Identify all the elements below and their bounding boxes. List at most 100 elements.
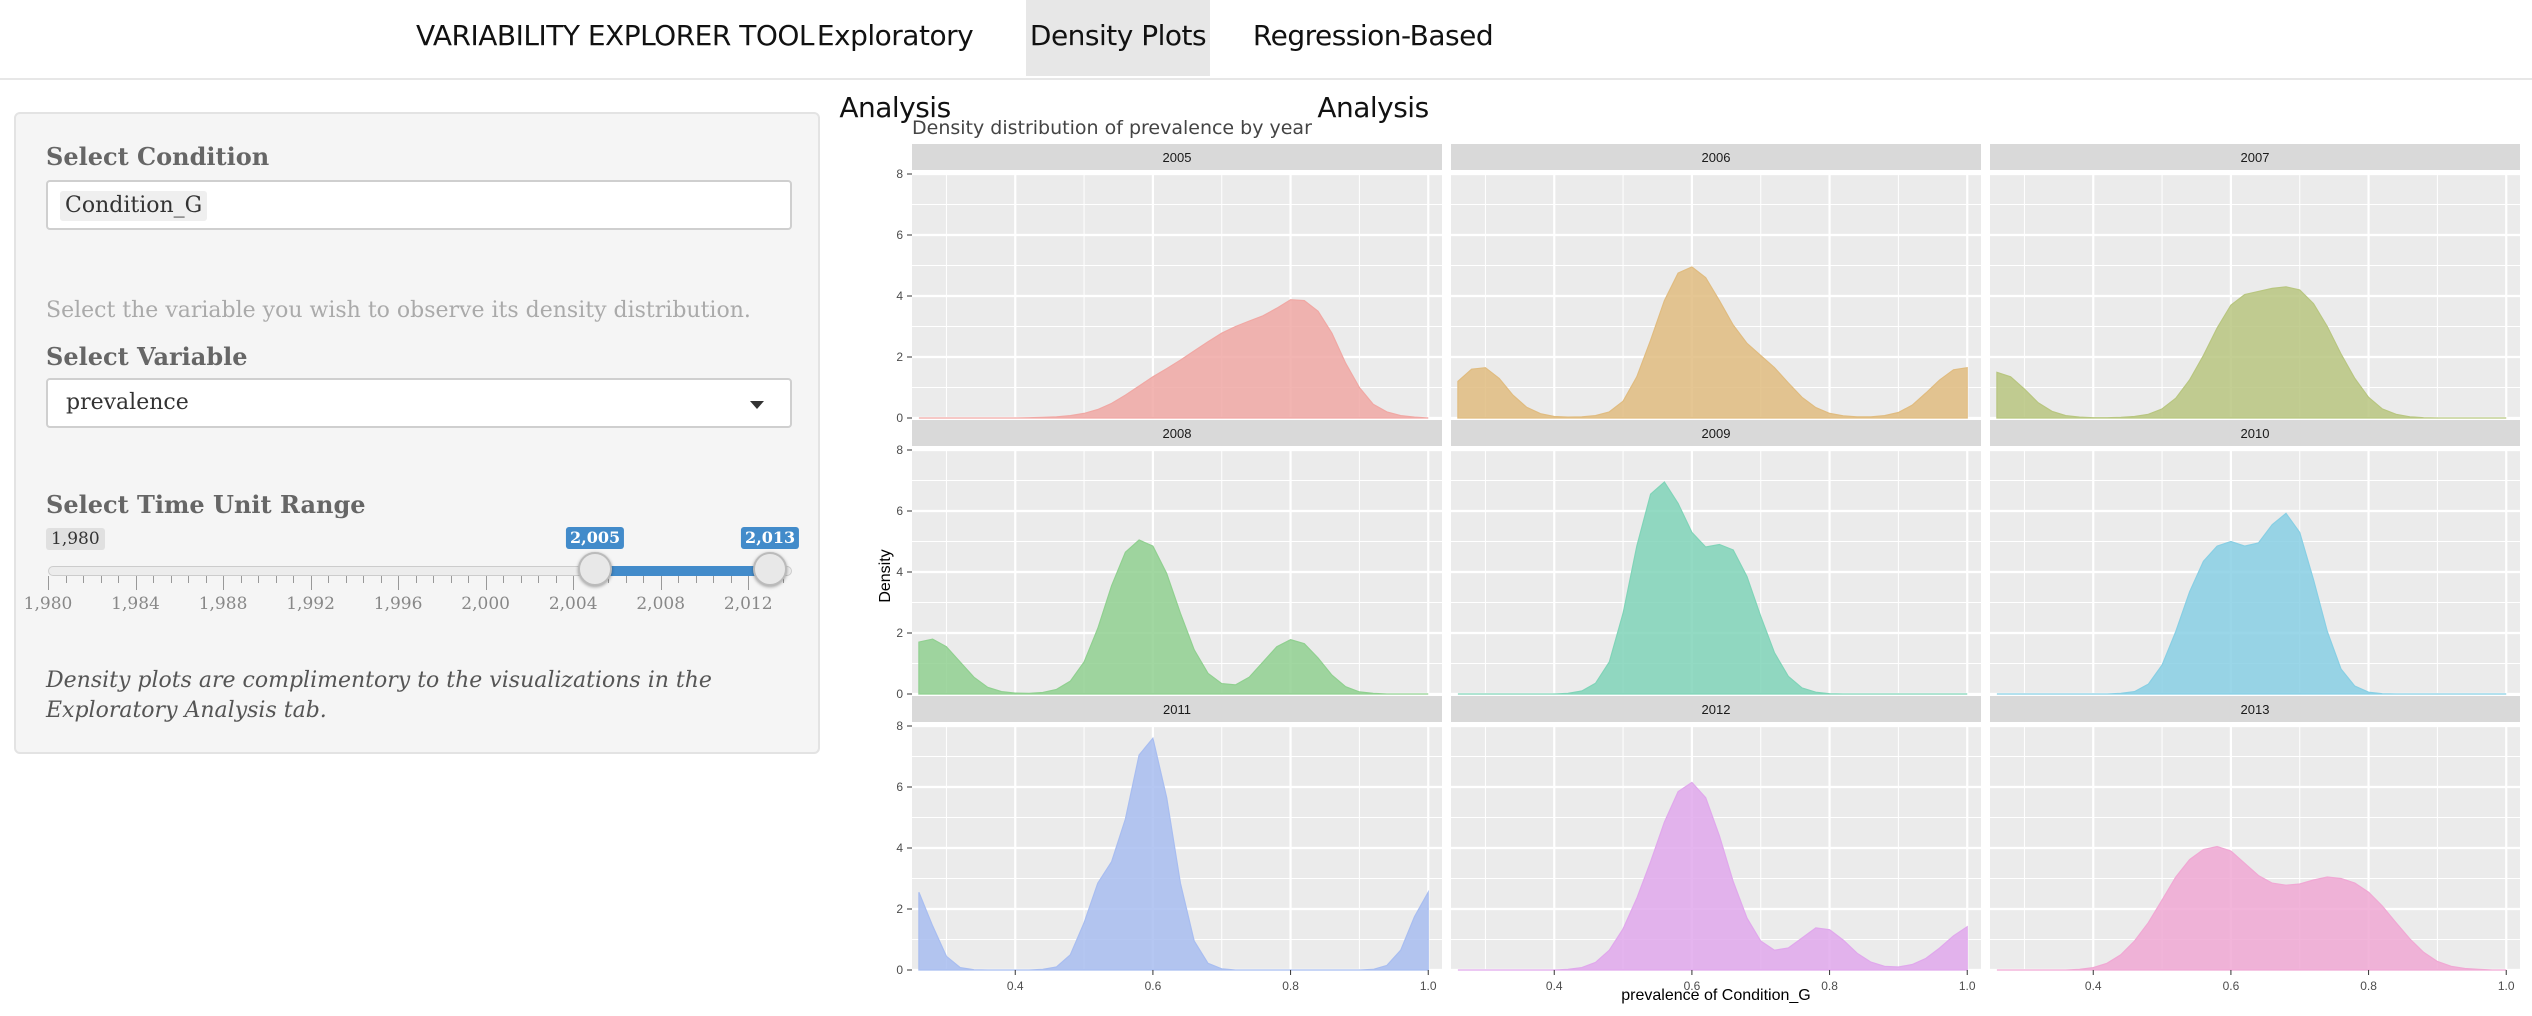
- chart-y-axis-label: Density: [877, 549, 894, 602]
- slider-tick: [748, 576, 750, 590]
- slider-tick: [608, 576, 610, 583]
- x-tick-label: 0.8: [2360, 979, 2377, 993]
- facet-strip: [1451, 420, 1981, 446]
- facet-strip-label: 2006: [1702, 150, 1731, 165]
- facet-panel-2007: 2007: [1990, 144, 2520, 420]
- facet-panel-2013: 2013 0.4 0.6 0.8 1.0: [1990, 696, 2520, 993]
- facet-panel-2006: 2006: [1451, 144, 1981, 420]
- density-area-2012: [1457, 781, 1968, 971]
- slider-tick: [433, 576, 435, 583]
- density-area-2013: [1996, 845, 2507, 971]
- slider-track[interactable]: [48, 566, 792, 576]
- x-tick-label: 0.4: [1007, 979, 1024, 993]
- x-tick-label: 0.4: [1546, 979, 1563, 993]
- slider-tick: [205, 576, 207, 583]
- facet-strip-label: 2007: [2241, 150, 2270, 165]
- slider-tick: [293, 576, 295, 583]
- facet-strip-label: 2005: [1163, 150, 1192, 165]
- x-tick-label: 0.6: [1145, 979, 1162, 993]
- tab-regression-based-analysis[interactable]: Regression-Based Analysis: [1252, 19, 1494, 124]
- y-tick-label: 8: [896, 719, 903, 733]
- facet-strip: [1990, 420, 2520, 446]
- x-tick-label: 0.8: [1282, 979, 1299, 993]
- x-tick-label: 0.4: [2085, 979, 2102, 993]
- tab-exploratory-analysis[interactable]: Exploratory Analysis: [816, 19, 974, 124]
- facet-strip: [1990, 144, 2520, 170]
- facet-strip: [1990, 696, 2520, 722]
- variable-help-text: Select the variable you wish to observe …: [46, 298, 751, 323]
- slider-tick: [100, 576, 102, 583]
- chart-title: Density distribution of prevalence by ye…: [912, 117, 1312, 139]
- slider-tick: [450, 576, 452, 583]
- slider-tick: [310, 576, 312, 590]
- slider-tick: [328, 576, 330, 583]
- y-tick-label: 0: [896, 687, 903, 701]
- y-tick-label: 2: [896, 626, 903, 640]
- slider-tick: [363, 576, 365, 583]
- facet-strip-label: 2013: [2241, 702, 2270, 717]
- slider-to-label: 2,013: [741, 527, 800, 549]
- slider-tick: [485, 576, 487, 590]
- slider-tick: [48, 576, 49, 590]
- variable-select[interactable]: prevalence: [46, 378, 792, 428]
- slider-tick-label: 1,996: [373, 594, 423, 614]
- facet-panel-2005: 2005 0 2 4 6 8: [896, 144, 1442, 425]
- facet-strip-label: 2012: [1702, 702, 1731, 717]
- sidebar-panel: Select Condition Condition_G Select the …: [14, 112, 820, 754]
- facet-strip: [1451, 144, 1981, 170]
- slider-tick-label: 2,012: [723, 594, 773, 614]
- y-tick-label: 6: [896, 780, 903, 794]
- slider-tick: [503, 576, 505, 583]
- slider-tick: [380, 576, 382, 583]
- tab-density-plots[interactable]: Density Plots: [1026, 0, 1210, 76]
- variable-label: Select Variable: [46, 342, 248, 371]
- slider-range-bar[interactable]: [595, 566, 771, 576]
- facet-strip: [912, 144, 1442, 170]
- slider-tick: [643, 576, 645, 583]
- slider-tick: [345, 576, 347, 583]
- slider-tick: [275, 576, 277, 583]
- y-tick-label: 4: [896, 289, 903, 303]
- chart-x-axis-label: prevalence of Condition_G: [1621, 987, 1810, 1004]
- app-brand-title: VARIABILITY EXPLORER TOOL: [416, 19, 815, 52]
- density-area-2011: [918, 736, 1429, 971]
- facet-strip: [1451, 696, 1981, 722]
- facet-strip: [912, 420, 1442, 446]
- density-area-2009: [1457, 481, 1968, 695]
- x-tick-label: 0.6: [1684, 979, 1701, 993]
- density-note: Density plots are complimentory to the v…: [46, 668, 712, 723]
- slider-tick: [170, 576, 172, 583]
- x-tick-label: 1.0: [2498, 979, 2515, 993]
- y-tick-label: 8: [896, 443, 903, 457]
- slider-to-handle[interactable]: [753, 552, 788, 586]
- y-tick-label: 0: [896, 411, 903, 425]
- slider-tick: [625, 576, 627, 583]
- slider-tick: [660, 576, 662, 590]
- chevron-down-icon[interactable]: [750, 401, 764, 409]
- condition-selected-chip[interactable]: Condition_G: [60, 191, 208, 221]
- slider-tick: [555, 576, 557, 583]
- facet-panel-2010: 2010: [1990, 420, 2520, 696]
- slider-tick-label: 2,004: [548, 594, 598, 614]
- condition-label: Select Condition: [46, 142, 270, 171]
- slider-tick: [730, 576, 732, 583]
- condition-select[interactable]: Condition_G: [46, 180, 792, 230]
- y-tick-label: 8: [896, 167, 903, 181]
- x-tick-label: 1.0: [1959, 979, 1976, 993]
- slider-tick: [678, 576, 680, 583]
- slider-tick: [153, 576, 155, 583]
- slider-tick-label: 2,000: [461, 594, 510, 614]
- y-tick-label: 6: [896, 228, 903, 242]
- y-tick-label: 6: [896, 504, 903, 518]
- slider-tick: [783, 576, 785, 583]
- slider-tick: [83, 576, 84, 583]
- facet-strip-label: 2008: [1163, 426, 1192, 441]
- slider-min-label: 1,980: [46, 528, 105, 550]
- y-tick-label: 2: [896, 350, 903, 364]
- facet-strip-label: 2011: [1163, 702, 1191, 717]
- slider-tick: [118, 576, 120, 583]
- slider-tick-label: 1,992: [286, 594, 335, 614]
- y-tick-label: 0: [896, 963, 903, 977]
- top-navbar: VARIABILITY EXPLORER TOOL Exploratory An…: [0, 0, 2532, 124]
- slider-from-handle[interactable]: [578, 552, 613, 586]
